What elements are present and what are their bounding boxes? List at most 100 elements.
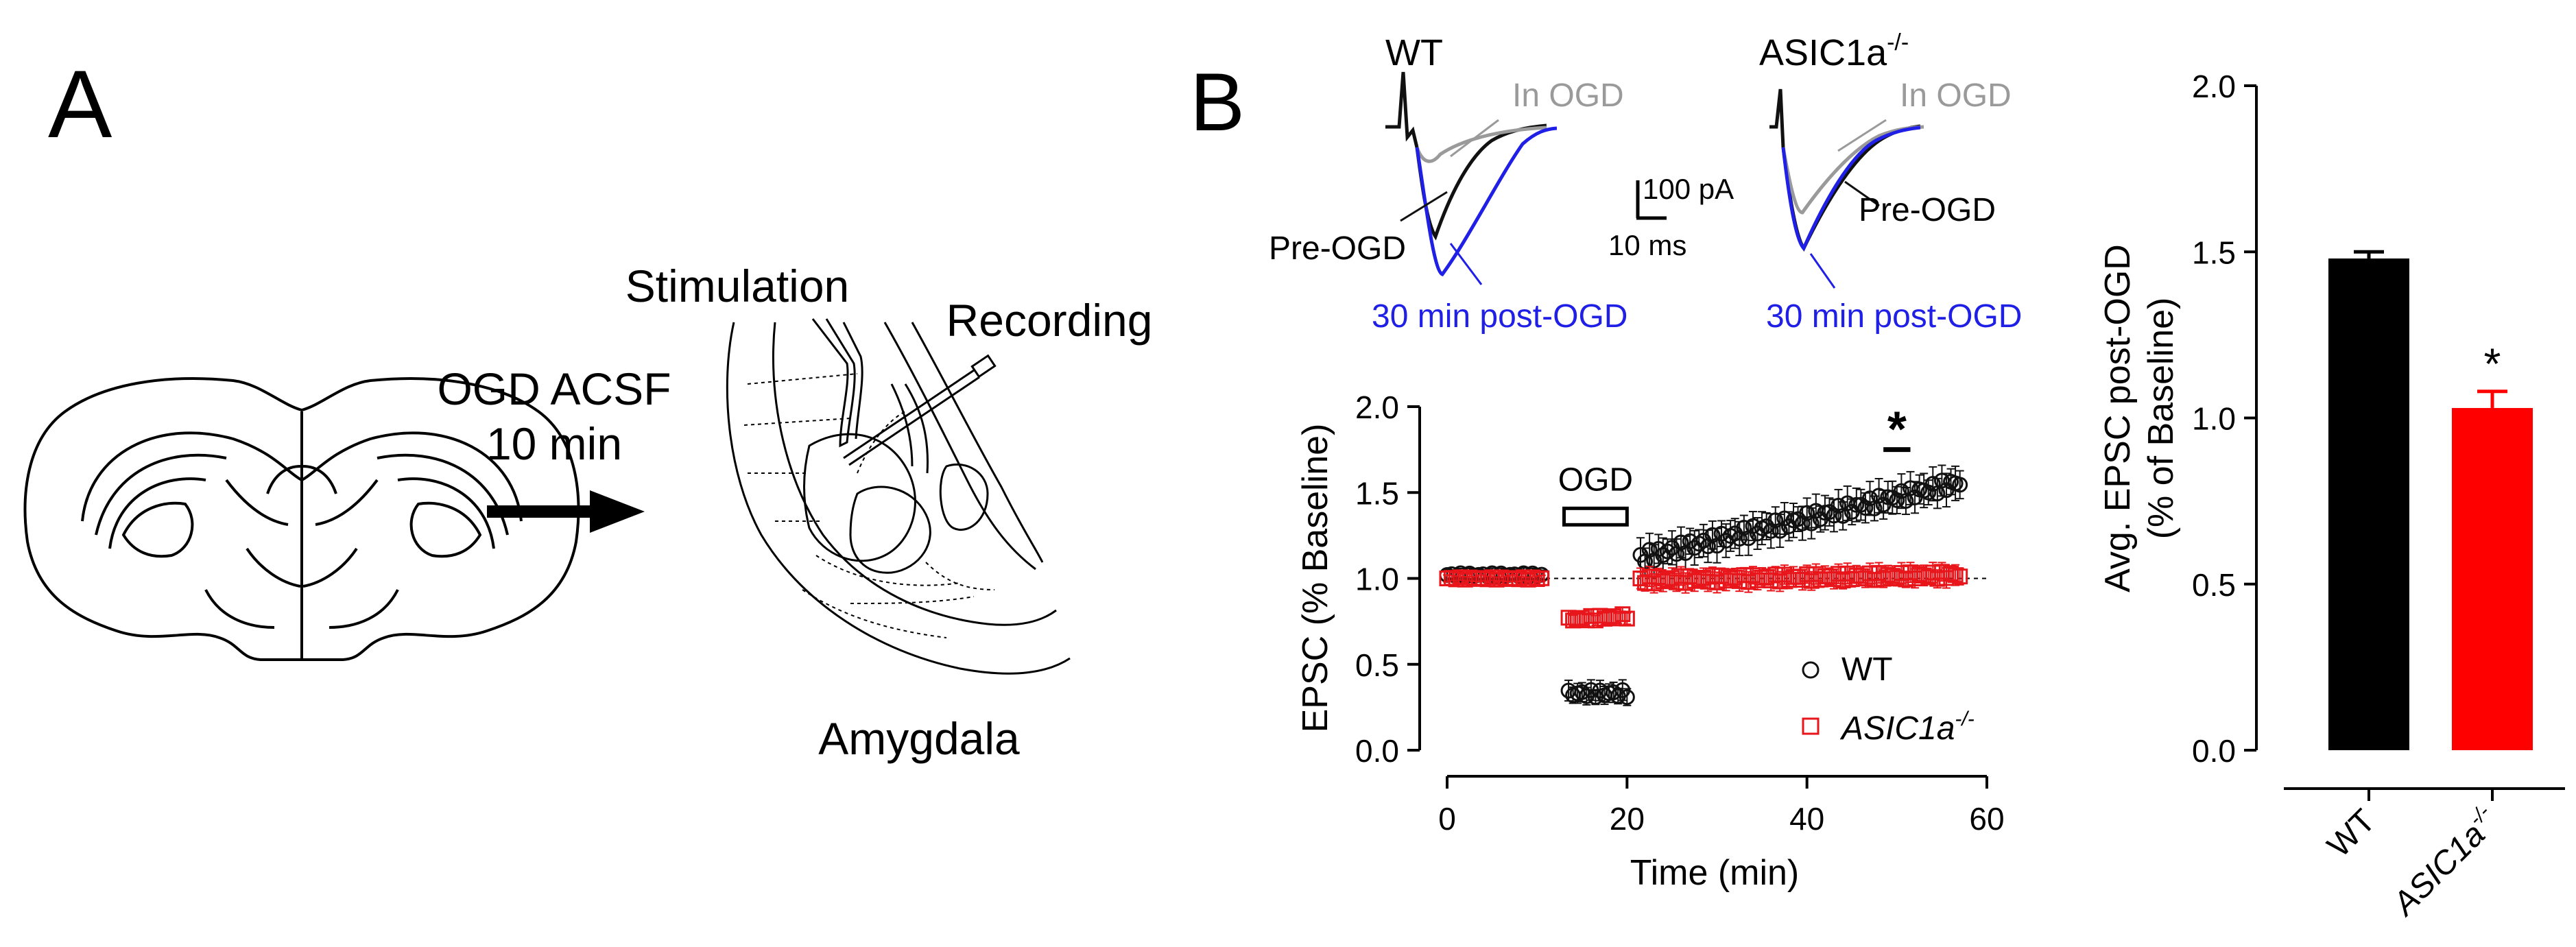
wt-post-pointer [1449,243,1483,285]
tc-wt-marker-100 [1920,484,1937,501]
panel-b: B WT In OGD Pre-OGD 30 min post-OGD 100 … [1190,29,2565,924]
wt-pre-pointer [1400,191,1448,222]
tc-series-ko [1439,562,1968,629]
region-label: Amygdala [818,713,1020,764]
tc-legend-wt-marker [1802,661,1820,679]
bar-y-tick-label-4: 2.0 [2192,69,2236,104]
tc-wt-point-97 [1907,481,1923,514]
tc-ko-marker-107 [1952,568,1968,585]
tc-ogd-label: OGD [1558,461,1633,498]
wt-trace-title: WT [1385,32,1443,73]
ko-trace-inset: ASIC1a-/- In OGD Pre-OGD 30 min post-OGD [1759,29,2022,335]
tc-wt-point-90 [1875,489,1892,520]
brain-section-drawing [23,377,580,661]
recording-label: Recording [946,295,1153,346]
tc-x-ticks: 0 20 40 60 [1438,776,2005,837]
tc-ko-marker-106 [1947,567,1964,584]
tc-wt-marker-107 [1952,477,1968,493]
tc-ko-marker-21 [1534,570,1550,586]
tc-ko-marker-105 [1943,565,1959,582]
wt-trace-in [1415,125,1547,163]
bar-category-label-1: ASIC1a [2385,816,2492,924]
tc-wt-marker-35 [1619,689,1635,706]
bar-y-tick-label-3: 1.5 [2192,235,2236,270]
tc-wt-point-25 [1574,682,1590,703]
bar-marks: * [2328,250,2533,801]
ogd-arrow [487,490,645,533]
scale-current-label: 100 pA [1643,173,1734,205]
tc-legend: WT ASIC1a-/- [1802,651,1975,747]
ko-trace-title-sup: -/- [1887,29,1909,56]
tc-wt-marker-79 [1826,507,1842,524]
tc-wt-point-100 [1920,479,1937,506]
bar-ylabel-line2: (% of Baseline) [2141,298,2181,540]
scale-time-label: 10 ms [1608,229,1686,261]
bar-category-label-0: WT [2321,802,2383,864]
tc-wt-point-60 [1740,520,1756,556]
tc-wt-point-72 [1794,505,1811,541]
tc-wt-marker-93 [1889,492,1905,508]
tc-ylabel: EPSC (% Baseline) [1296,424,1335,733]
tc-wt-marker-87 [1861,490,1878,507]
tc-ogd-period-box [1562,506,1629,527]
tc-ko-point-107 [1952,567,1968,586]
tc-wt-marker-101 [1924,476,1941,492]
wt-in-pointer [1450,119,1499,158]
tc-x-tick-label-0: 0 [1438,801,1456,837]
ko-in-pointer [1837,119,1887,152]
tc-x-tick-label-2: 40 [1789,801,1824,837]
stimulation-electrode [811,318,863,448]
bar-y-tick-label-1: 0.5 [2192,567,2236,603]
tc-ko-point-34 [1614,606,1631,623]
bar-category-ko: ASIC1a-/- [2383,800,2505,923]
tc-wt-point-107 [1952,470,1968,500]
tc-legend-wt-label: WT [1841,651,1893,688]
tc-x-tick-label-3: 60 [1969,801,2004,837]
timecourse-chart: 0.0 0.5 1.0 1.5 2.0 0 20 40 60 OGD * EPSC (% Ba… [1296,389,2005,893]
recording-electrode [843,354,997,466]
ko-trace-post [1781,125,1921,252]
wt-pre-ogd-label: Pre-OGD [1269,230,1406,267]
ko-trace-in [1781,125,1924,215]
tc-x-tick-label-1: 20 [1610,801,1645,837]
tc-ko-marker-35 [1619,610,1635,627]
amygdala-slice-drawing [726,322,1071,675]
tc-legend-ko-marker [1802,717,1820,735]
ko-pre-pointer [1844,180,1880,207]
arrow-head [590,490,645,533]
tc-legend-ko-label: ASIC1a-/- [1839,708,1975,747]
ko-trace-title: ASIC1a-/- [1759,29,1909,73]
wt-trace-inset: WT In OGD Pre-OGD 30 min post-OGD [1269,32,1627,335]
tc-y-tick-label-1: 0.5 [1355,647,1399,683]
arrow-shaft [487,505,590,518]
tc-y-tick-label-0: 0.0 [1355,733,1399,769]
ko-post-pointer [1809,253,1836,289]
bar-ylabel-line1: Avg. EPSC post-OGD [2098,244,2138,592]
panel-a-label: A [48,50,112,158]
tc-ko-point-35 [1619,610,1635,627]
arrow-label-line2: 10 min [486,418,622,469]
tc-ko-point-21 [1534,570,1550,586]
tc-wt-marker-84 [1848,496,1865,513]
tc-y-tick-label-2: 1.0 [1355,562,1399,597]
tc-ko-marker-34 [1614,606,1631,623]
tc-y-tick-label-4: 2.0 [1355,389,1399,425]
arrow-label-line1: OGD ACSF [437,363,671,414]
tc-wt-marker-73 [1799,505,1815,521]
tc-significance-star: * [1887,403,1907,457]
wt-post-ogd-label: 30 min post-OGD [1372,298,1627,335]
tc-wt-marker-80 [1830,497,1847,514]
amygdala-subregions [743,373,995,638]
panel-a: A OGD ACSF 10 min [23,50,1153,764]
tc-wt-marker-32 [1606,684,1622,701]
tc-wt-point-35 [1619,688,1635,706]
bar-chart: 0.0 0.5 1.0 1.5 2.0 * Avg. EPSC post-OGD (% … [2098,69,2565,924]
wt-trace-post [1415,126,1558,277]
tc-wt-point-93 [1889,486,1905,514]
tc-wt-marker-42 [1659,543,1675,560]
tc-y-tick-label-3: 1.5 [1355,475,1399,511]
tc-wt-marker-66 [1767,512,1784,529]
tc-y-ticks: 0.0 0.5 1.0 1.5 2.0 [1355,389,1420,769]
bar-y-ticks: 0.0 0.5 1.0 1.5 2.0 [2192,69,2256,769]
